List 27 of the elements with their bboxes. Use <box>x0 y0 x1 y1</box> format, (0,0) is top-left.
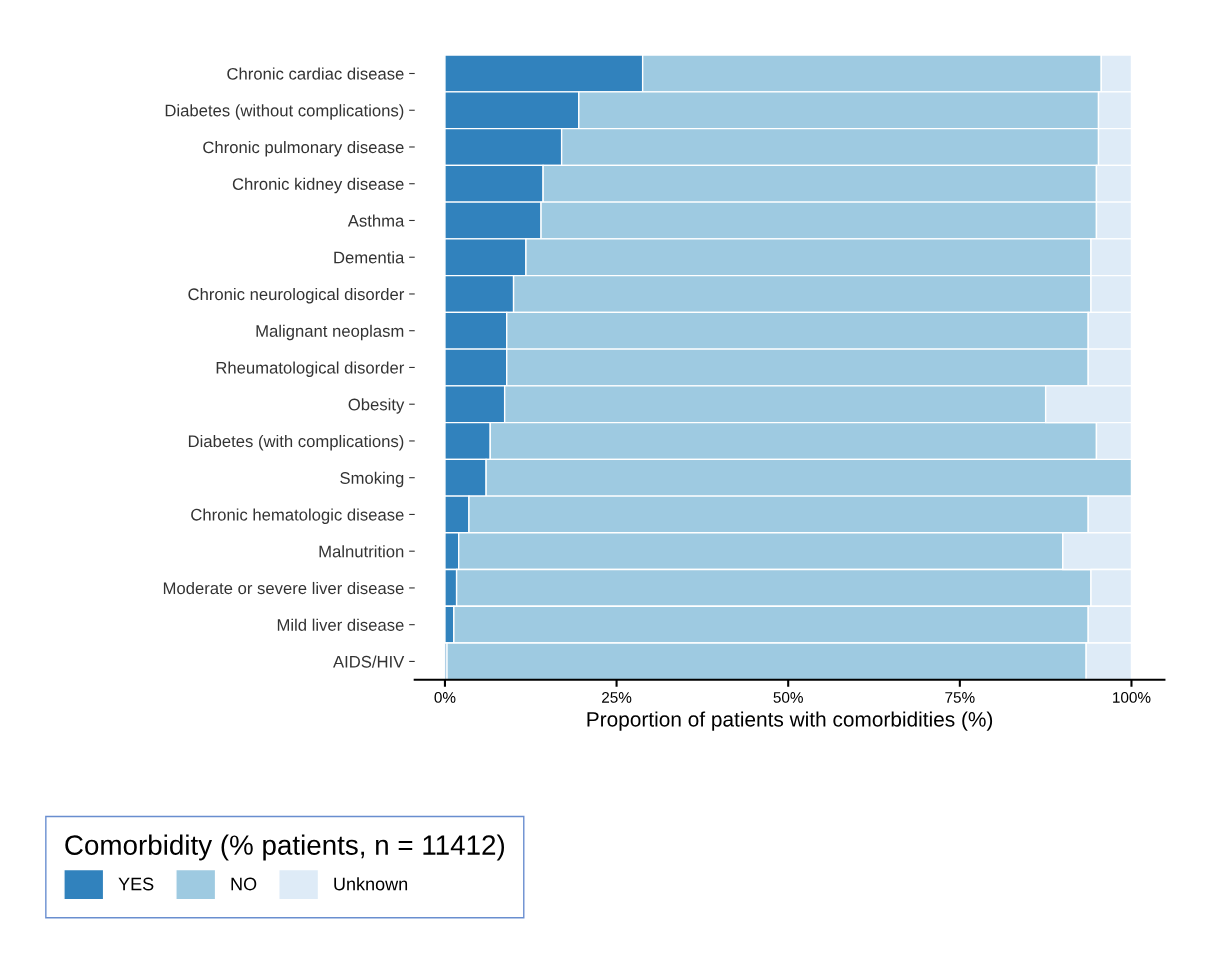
y-tick-label: Chronic pulmonary disease <box>203 140 404 157</box>
x-tick-label: 25% <box>602 692 632 703</box>
y-tick-label: Malnutrition <box>319 545 404 558</box>
x-tick-label: 75% <box>945 692 975 703</box>
y-tick-label: Obesity <box>348 398 405 414</box>
y-tick-label: Diabetes (with complications) <box>188 434 404 451</box>
y-tick-label: Chronic neurological disorder <box>188 287 405 304</box>
x-tick-label: 0% <box>434 692 456 703</box>
y-tick-label: Chronic kidney disease <box>232 177 404 194</box>
y-tick-label: Moderate or severe liver disease <box>163 581 404 595</box>
y-tick-label: Chronic hematologic disease <box>191 508 404 524</box>
y-tick-label: Dementia <box>334 251 405 264</box>
legend-label: Unknown <box>334 877 408 891</box>
y-tick-label: Diabetes (without complications) <box>165 104 404 120</box>
y-tick-label: Mild liver disease <box>277 618 404 631</box>
x-tick-label: 100% <box>1113 692 1151 703</box>
y-tick-label: Asthma <box>347 214 405 227</box>
x-tick-label: 50% <box>773 692 803 703</box>
y-tick-label: Smoking <box>340 471 404 488</box>
y-tick-label: Chronic cardiac disease <box>227 67 404 80</box>
legend-title: Comorbidity (% patients, n = 11412) <box>65 834 505 861</box>
y-tick-label: Rheumatological disorder <box>216 361 405 377</box>
y-tick-label: AIDS/HIV <box>333 655 405 668</box>
legend-label: NO <box>231 877 257 891</box>
y-tick-label: Malignant neoplasm <box>256 324 404 341</box>
legend-label: YES <box>118 877 154 891</box>
x-axis-title: Proportion of patients with comorbidities (%) <box>587 711 993 731</box>
